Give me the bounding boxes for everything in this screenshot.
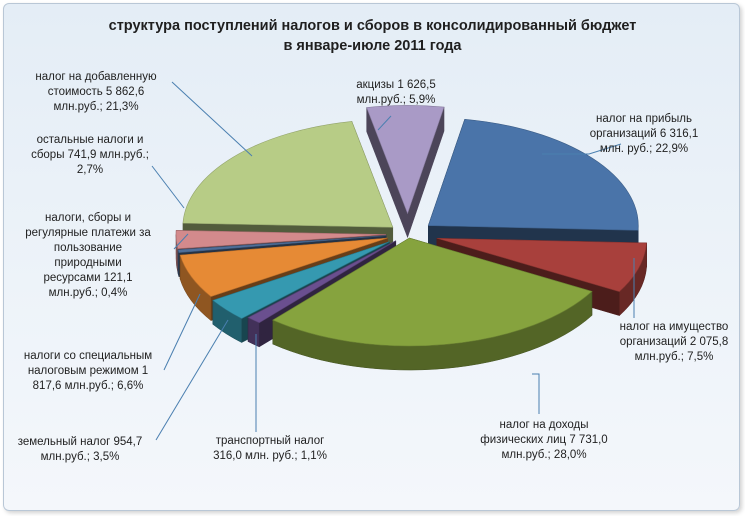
data-label-property-line-1: налог на имущество xyxy=(620,321,729,333)
data-label-property-line-3: млн.руб.; 7,5% xyxy=(635,351,714,363)
label-land: земельный налог 954,7 млн.руб.; 3,5% xyxy=(18,319,229,463)
slice-profit-top xyxy=(427,118,639,231)
label-property: налог на имущество организаций 2 075,8 млн… xyxy=(620,258,729,363)
leader-line-profit xyxy=(542,143,622,155)
chart-title: структура поступлений налогов и сборов в… xyxy=(4,16,739,56)
data-label-land-line-1: земельный налог 954,7 xyxy=(18,436,143,448)
slice-property-top xyxy=(436,237,647,292)
data-label-excise-line-2: млн.руб.; 5,9% xyxy=(357,94,436,106)
data-label-special-line-3: 817,6 млн.руб.; 6,6% xyxy=(33,380,144,392)
slice-vat-top xyxy=(182,121,394,228)
slice-natural-rim xyxy=(177,249,180,277)
data-label-excise-line-1: акцизы 1 626,5 xyxy=(356,79,436,91)
data-label-vat-line-1: налог на добавленную xyxy=(35,71,157,83)
label-natural: налоги, сборы и регулярные платежи за поль… xyxy=(25,212,189,299)
label-other: остальные налоги и сборы 741,9 млн.руб.; 2… xyxy=(31,134,185,209)
slice-excise xyxy=(366,105,445,238)
data-label-property-line-2: организаций 2 075,8 xyxy=(620,336,729,348)
data-label-income-line-3: млн.руб.; 28,0% xyxy=(501,449,586,461)
data-label-other-line-2: сборы 741,9 млн.руб.; xyxy=(31,149,149,161)
pie-chart: налог на прибыль организаций 6 316,1 млн. … xyxy=(18,71,729,463)
data-label-natural-line-6: млн.руб.; 0,4% xyxy=(49,287,128,299)
slice-income-top xyxy=(272,237,593,347)
slice-excise-top xyxy=(366,105,445,215)
data-label-special-line-1: налоги со специальным xyxy=(24,350,152,362)
data-label-natural-line-1: налоги, сборы и xyxy=(45,212,131,224)
label-excise: акцизы 1 626,5 млн.руб.; 5,9% xyxy=(356,79,436,131)
leader-line-land xyxy=(155,319,229,441)
chart-title-line-1: структура поступлений налогов и сборов в… xyxy=(108,18,637,34)
label-special: налоги со специальным налоговым режимом 1… xyxy=(24,293,201,392)
data-label-transport-line-2: 316,0 млн. руб.; 1,1% xyxy=(213,450,327,462)
data-label-other-line-3: 2,7% xyxy=(77,164,103,176)
slice-special-top xyxy=(179,237,388,297)
data-label-other-line-1: остальные налоги и xyxy=(37,134,144,146)
label-profit: налог на прибыль организаций 6 316,1 млн. … xyxy=(542,113,698,155)
data-label-special-line-2: налоговым режимом 1 xyxy=(28,365,148,377)
slice-vat xyxy=(182,121,394,252)
label-vat: налог на добавленную стоимость 5 862,6 млн… xyxy=(35,71,253,157)
leader-line-natural xyxy=(173,233,189,250)
data-label-transport-line-1: транспортный налог xyxy=(216,435,325,447)
leader-line-excise xyxy=(377,115,392,131)
data-label-profit-line-2: организаций 6 316,1 xyxy=(590,128,699,140)
leader-line-other xyxy=(151,165,185,209)
data-label-land-line-2: млн.руб.; 3,5% xyxy=(41,451,120,463)
slice-other-top xyxy=(175,230,387,249)
data-label-vat-line-2: стоимость 5 862,6 xyxy=(48,86,145,98)
data-label-profit-line-3: млн. руб.; 22,9% xyxy=(600,143,688,155)
data-label-natural-line-4: природными xyxy=(54,257,121,269)
chart-frame: структура поступлений налогов и сборов в… xyxy=(3,3,740,511)
data-label-income-line-2: физических лиц 7 731,0 xyxy=(480,434,607,446)
chart-title-line-2: в январе-июле 2011 года xyxy=(283,38,462,54)
label-transport: транспортный налог 316,0 млн. руб.; 1,1% xyxy=(213,334,327,462)
data-label-natural-line-3: пользование xyxy=(54,242,122,254)
data-label-natural-line-5: ресурсами 121,1 xyxy=(43,272,132,284)
data-label-profit-line-1: налог на прибыль xyxy=(596,113,692,125)
label-income: налог на доходы физических лиц 7 731,0 млн… xyxy=(480,373,608,461)
slice-income xyxy=(272,237,593,371)
data-label-vat-line-3: млн.руб.; 21,3% xyxy=(53,101,138,113)
data-label-income-line-1: налог на доходы xyxy=(499,419,588,431)
slice-transport-top xyxy=(247,240,396,324)
data-label-natural-line-2: регулярные платежи за xyxy=(25,227,151,239)
leader-line-vat xyxy=(171,81,253,157)
slice-natural-top xyxy=(177,235,387,254)
leader-line-income xyxy=(532,373,540,414)
leader-line-special xyxy=(163,293,201,371)
slice-land-top xyxy=(212,241,390,319)
